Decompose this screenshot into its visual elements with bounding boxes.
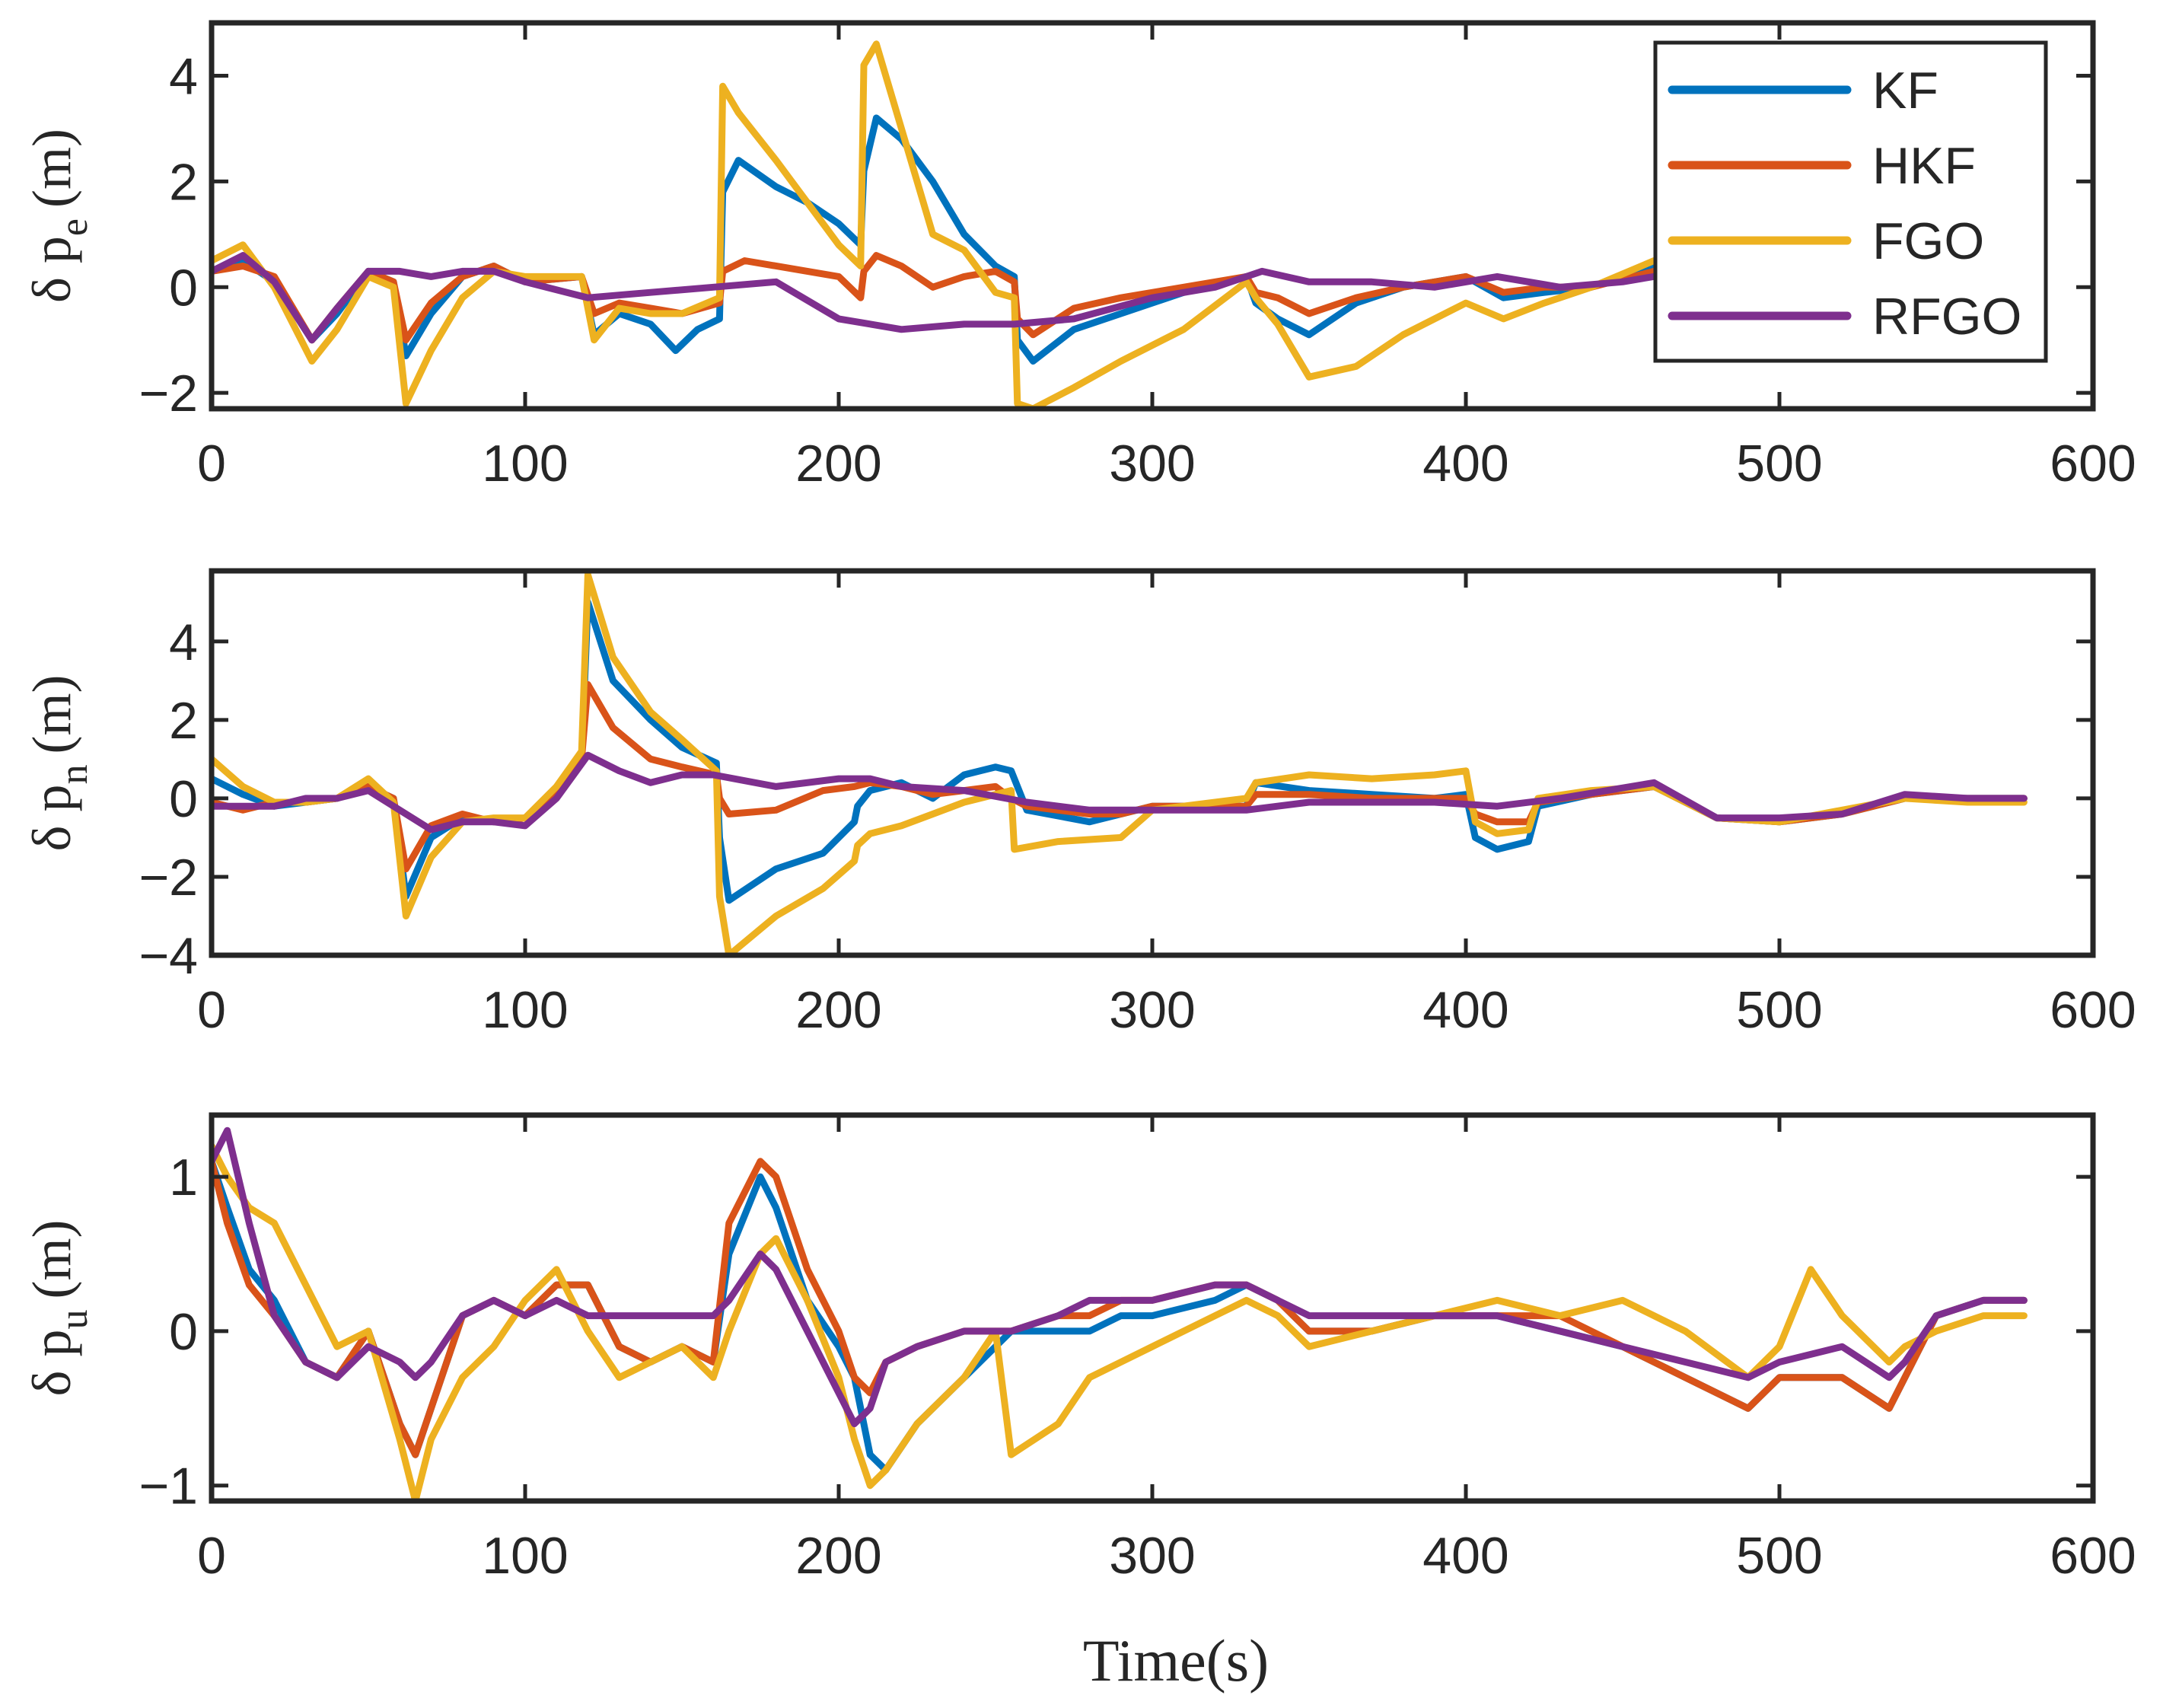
series-line-rfgo xyxy=(212,1126,2028,1428)
legend-label: RFGO xyxy=(1872,288,2021,346)
series-line-fgo xyxy=(212,1142,2028,1501)
x-tick-label: 100 xyxy=(482,1527,568,1585)
legend-item-hkf: HKF xyxy=(1668,137,1976,195)
legend-label: HKF xyxy=(1872,137,1976,195)
x-tick-label: 300 xyxy=(1109,435,1195,492)
y-tick-label: 0 xyxy=(169,259,198,317)
x-tick-label: 100 xyxy=(482,981,568,1039)
series-line-hkf xyxy=(212,252,1689,344)
y-axis-label-main: δ p xyxy=(21,1330,82,1397)
x-tick-label: 0 xyxy=(197,435,226,492)
y-tick-label: 4 xyxy=(169,47,198,105)
series-line-fgo xyxy=(212,571,2028,955)
series-group xyxy=(212,1126,2028,1501)
axes-frame xyxy=(209,1112,2096,1504)
subplot-pn: 0 100 200 300 400 500 600 −4 −2 0 2 4 δ pn (m) xyxy=(21,568,2136,1039)
axes-frame xyxy=(209,568,2096,958)
x-tick-label: 600 xyxy=(2050,981,2136,1039)
x-tick-label: 500 xyxy=(1736,1527,1822,1585)
y-tick-label: 1 xyxy=(169,1149,198,1206)
y-tick-label: 2 xyxy=(169,153,198,211)
series-line-rfgo xyxy=(212,751,2028,833)
x-tick-label: 600 xyxy=(2050,435,2136,492)
y-tick-label: −2 xyxy=(139,365,198,422)
series-line-hkf xyxy=(212,680,2028,873)
series-line-kf xyxy=(212,598,2028,904)
x-tick-label: 100 xyxy=(482,435,568,492)
x-tick-label: 300 xyxy=(1109,1527,1195,1585)
x-tick-label: 0 xyxy=(197,1527,226,1585)
y-tick-label: 0 xyxy=(169,1303,198,1361)
x-tick-label: 400 xyxy=(1422,435,1508,492)
series-line-fgo xyxy=(212,40,1689,409)
x-tick-label: 300 xyxy=(1109,981,1195,1039)
legend-item-fgo: FGO xyxy=(1668,212,1984,270)
y-axis-label-main: δ p xyxy=(21,236,82,303)
x-tick-label: 400 xyxy=(1422,1527,1508,1585)
y-tick-label: −1 xyxy=(139,1458,198,1515)
x-tick-label: 600 xyxy=(2050,1527,2136,1585)
legend-item-kf: KF xyxy=(1668,62,1938,119)
x-tick-label: 400 xyxy=(1422,981,1508,1039)
x-tick-label: 200 xyxy=(795,981,881,1039)
legend-item-rfgo: RFGO xyxy=(1668,288,2021,346)
y-axis-label-unit: (m) xyxy=(21,1220,82,1299)
legend-box xyxy=(1653,40,2048,363)
series-line-rfgo xyxy=(212,252,1689,344)
y-axis-label-main: δ p xyxy=(21,785,82,852)
y-axis-label-subscript: n xyxy=(53,765,96,785)
y-axis-label: δ pe (m) xyxy=(21,129,96,303)
legend-label: KF xyxy=(1872,62,1938,119)
y-tick-label: 2 xyxy=(169,692,198,750)
series-line-kf xyxy=(212,1158,2028,1474)
series-group xyxy=(212,571,2028,955)
x-tick-label: 200 xyxy=(795,1527,881,1585)
subplot-pe: 0 100 200 300 400 500 600 −2 0 2 4 δ pe (m) xyxy=(21,20,2136,492)
y-axis-label: δ pu (m) xyxy=(21,1220,96,1397)
x-tick-label: 0 xyxy=(197,981,226,1039)
y-tick-label: 4 xyxy=(169,613,198,671)
x-tick-label: 500 xyxy=(1736,981,1822,1039)
y-axis-label-subscript: e xyxy=(53,218,96,236)
series-group xyxy=(212,40,1689,409)
y-tick-label: 0 xyxy=(169,770,198,828)
y-axis-label-unit: (m) xyxy=(21,129,82,208)
x-axis-label: Time(s) xyxy=(1083,1627,1269,1694)
y-axis-label-subscript: u xyxy=(53,1310,96,1330)
y-axis-label-unit: (m) xyxy=(21,675,82,754)
legend-label: FGO xyxy=(1872,212,1984,270)
y-tick-label: −4 xyxy=(139,927,198,985)
x-tick-label: 200 xyxy=(795,435,881,492)
x-tick-label: 500 xyxy=(1736,435,1822,492)
y-tick-label: −2 xyxy=(139,849,198,907)
legend: KF HKF FGO RFGO xyxy=(1653,40,2048,363)
y-axis-label: δ pn (m) xyxy=(21,675,96,852)
subplot-pu: 0 100 200 300 400 500 600 −1 0 1 δ pu (m) xyxy=(21,1112,2136,1585)
